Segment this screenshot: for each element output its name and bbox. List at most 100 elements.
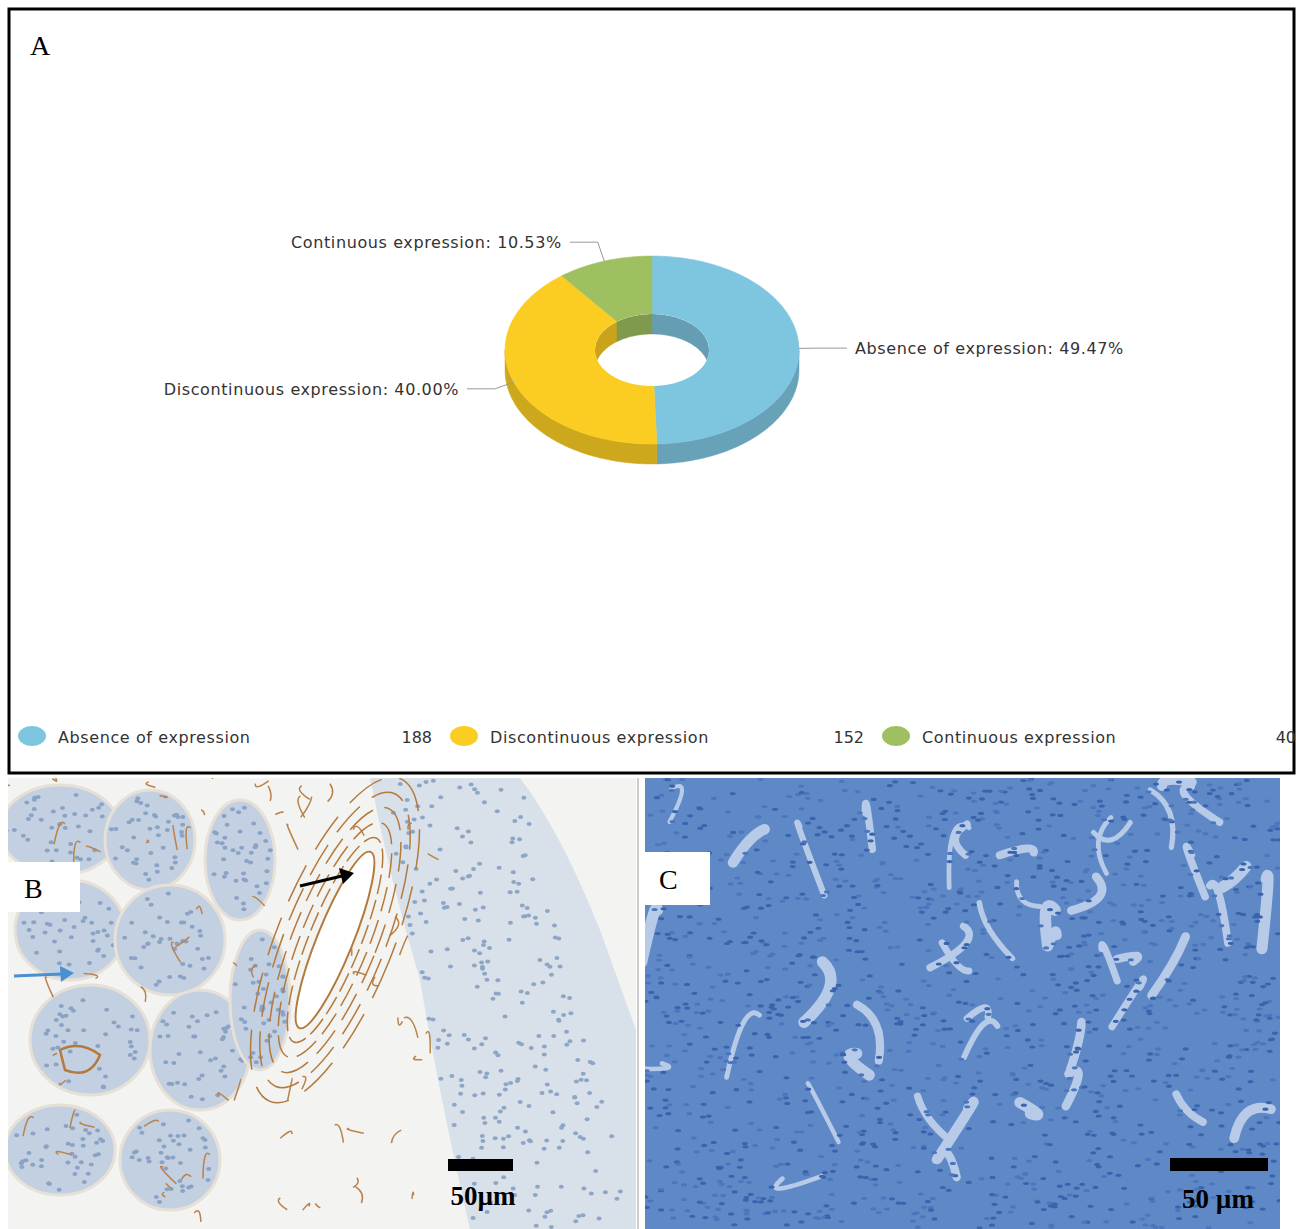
nucleus xyxy=(91,939,96,943)
nucleus xyxy=(493,1116,498,1120)
nucleus xyxy=(959,824,965,827)
nucleus xyxy=(135,1028,140,1032)
nucleus xyxy=(1112,872,1118,875)
nucleus xyxy=(895,1164,901,1167)
nucleus xyxy=(167,1082,172,1086)
nucleus xyxy=(894,1017,900,1020)
nucleus xyxy=(1146,790,1152,793)
nucleus xyxy=(157,1138,162,1142)
nucleus xyxy=(557,1019,562,1023)
nucleus xyxy=(877,1118,883,1121)
nucleus xyxy=(1039,1044,1045,1047)
nucleus xyxy=(428,949,433,953)
nucleus xyxy=(846,937,852,940)
nucleus xyxy=(989,1224,995,1227)
nucleus xyxy=(789,1051,795,1054)
nucleus xyxy=(1145,898,1151,901)
nucleus xyxy=(479,1042,484,1046)
nucleus xyxy=(581,1187,586,1191)
nucleus xyxy=(14,1133,19,1137)
nucleus xyxy=(953,903,959,906)
nucleus xyxy=(567,1039,572,1043)
stroma xyxy=(1176,1094,1203,1122)
nucleus xyxy=(195,947,200,951)
nucleus xyxy=(829,1193,835,1196)
stroma xyxy=(1186,847,1205,897)
nucleus xyxy=(1272,1032,1278,1035)
nucleus xyxy=(1139,1132,1145,1135)
nucleus xyxy=(1029,1045,1035,1048)
nucleus xyxy=(503,1082,508,1086)
stroma xyxy=(930,926,969,968)
nucleus xyxy=(1238,1100,1244,1103)
nucleus xyxy=(462,917,467,921)
tumor-lobule xyxy=(105,790,195,890)
nucleus xyxy=(1057,1008,1063,1011)
nucleus xyxy=(176,1052,181,1056)
nucleus xyxy=(894,1022,900,1025)
nucleus xyxy=(1134,883,1140,886)
nucleus xyxy=(44,1064,49,1068)
nucleus xyxy=(422,976,427,980)
stained-fiber xyxy=(268,786,271,801)
nucleus xyxy=(1061,888,1067,891)
nucleus xyxy=(1153,782,1159,785)
nucleus xyxy=(1082,1085,1088,1088)
nucleus xyxy=(503,1088,508,1092)
nucleus xyxy=(768,880,774,883)
nucleus xyxy=(1027,779,1033,782)
nucleus xyxy=(694,1003,700,1006)
nucleus xyxy=(1090,1151,1096,1154)
nucleus xyxy=(542,1053,547,1057)
nucleus xyxy=(817,1210,823,1213)
nucleus xyxy=(518,1100,523,1104)
nucleus xyxy=(54,1018,59,1022)
nucleus xyxy=(482,800,487,804)
stroma xyxy=(1102,944,1117,981)
nucleus xyxy=(834,1053,840,1056)
nucleus xyxy=(647,1159,653,1162)
nucleus xyxy=(1055,983,1061,986)
nucleus xyxy=(222,836,227,840)
nucleus xyxy=(891,1068,897,1071)
nucleus xyxy=(930,1197,936,1200)
nucleus xyxy=(772,808,778,811)
nucleus xyxy=(132,1057,137,1061)
nucleus xyxy=(132,1150,137,1154)
nucleus xyxy=(1012,1024,1018,1027)
nucleus xyxy=(426,1017,431,1021)
nucleus xyxy=(1039,1086,1045,1089)
stained-fiber xyxy=(229,778,440,1105)
nucleus xyxy=(939,1113,945,1116)
nucleus xyxy=(1242,838,1248,841)
nucleus xyxy=(281,975,286,979)
nucleus xyxy=(798,981,804,984)
nucleus xyxy=(1107,1155,1113,1158)
nucleus xyxy=(83,1128,88,1132)
nucleus xyxy=(681,1198,687,1201)
nucleus xyxy=(761,805,767,808)
stained-fiber xyxy=(299,786,309,800)
nucleus xyxy=(462,1033,467,1037)
nucleus xyxy=(931,1011,937,1014)
nucleus xyxy=(805,1088,811,1091)
nucleus xyxy=(477,1070,482,1074)
nucleus xyxy=(1163,1081,1169,1084)
nucleus xyxy=(511,880,516,884)
nucleus xyxy=(675,1006,681,1009)
nucleus xyxy=(1068,967,1074,970)
nucleus xyxy=(542,1045,547,1049)
nucleus xyxy=(481,1116,486,1120)
vessel xyxy=(216,778,454,1123)
nucleus xyxy=(441,901,446,905)
nucleus xyxy=(669,785,675,788)
nucleus xyxy=(1006,956,1012,959)
nucleus xyxy=(1146,1009,1152,1012)
nucleus xyxy=(772,1210,778,1213)
nucleus xyxy=(913,1028,919,1031)
nucleus xyxy=(752,1144,758,1147)
nucleus xyxy=(1083,1004,1089,1007)
nucleus xyxy=(1251,1043,1257,1046)
nucleus xyxy=(61,1040,66,1044)
nucleus xyxy=(1141,814,1147,817)
